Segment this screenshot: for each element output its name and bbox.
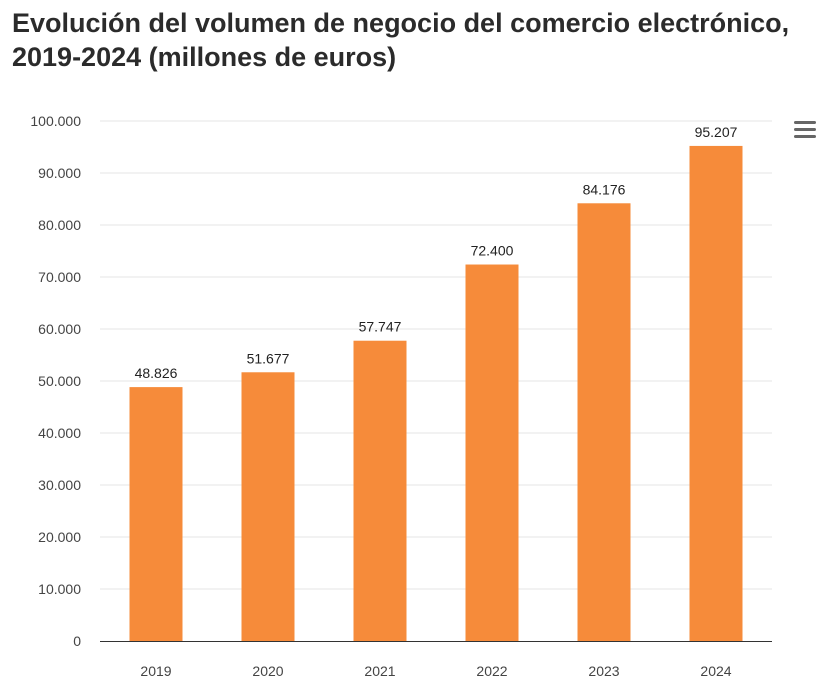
bar-2023[interactable] [577,203,631,642]
y-tick-label: 30.000 [38,477,81,493]
y-tick-label: 60.000 [38,321,81,337]
grid-lines [100,120,772,590]
bar-2021[interactable] [353,340,407,641]
x-axis-ticks: 2019 2020 2021 2022 2023 2024 [140,663,731,679]
data-label-2022: 72.400 [471,243,514,259]
data-label-2023: 84.176 [583,181,626,197]
hamburger-menu-icon[interactable] [794,121,818,143]
bar-2024[interactable] [689,145,743,642]
y-tick-label: 40.000 [38,425,81,441]
chart-title: Evolución del volumen de negocio del com… [12,8,790,72]
bar-2022[interactable] [465,264,519,641]
y-tick-label: 20.000 [38,529,81,545]
y-tick-label: 100.000 [30,113,81,129]
y-tick-label: 70.000 [38,269,81,285]
y-tick-label: 50.000 [38,373,81,389]
y-tick-label: 10.000 [38,581,81,597]
x-tick-label-2020: 2020 [252,663,283,679]
x-tick-label-2019: 2019 [140,663,171,679]
x-tick-label-2021: 2021 [364,663,395,679]
x-tick-label-2024: 2024 [700,663,731,679]
x-tick-label-2023: 2023 [588,663,619,679]
y-tick-label: 0 [73,633,81,649]
bars [129,145,743,642]
y-axis-ticks: 0 10.000 20.000 30.000 40.000 50.000 60.000 70.… [30,113,81,649]
x-tick-label-2022: 2022 [476,663,507,679]
data-label-2019: 48.826 [135,365,178,381]
bar-2019[interactable] [129,387,183,641]
data-label-2020: 51.677 [247,350,290,366]
data-label-2024: 95.207 [695,124,738,140]
y-tick-label: 90.000 [38,165,81,181]
data-label-2021: 57.747 [359,319,402,335]
bar-2020[interactable] [241,372,295,641]
data-labels: 48.826 51.677 57.747 72.400 84.176 95.207 [135,124,738,381]
y-tick-label: 80.000 [38,217,81,233]
